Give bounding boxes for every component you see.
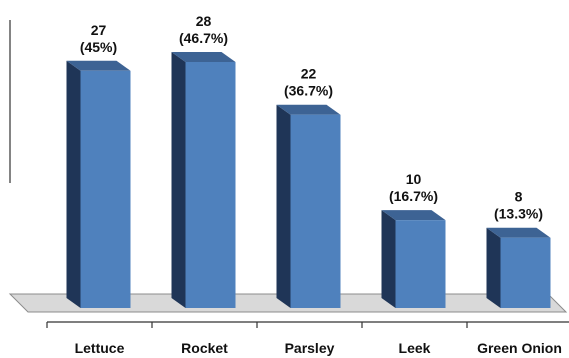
x-tick-label: Leek [399, 340, 431, 356]
bar [66, 60, 131, 309]
bar [171, 52, 236, 308]
data-label-value: 27 [91, 22, 107, 38]
bar [276, 104, 341, 308]
bar-top-face [66, 60, 131, 71]
x-tick-label: Lettuce [75, 340, 125, 356]
data-label-percent: (36.7%) [284, 83, 333, 99]
bar-front-face [395, 220, 446, 308]
bar-side-face [66, 60, 81, 309]
bar-side-face [276, 104, 291, 308]
labels-group: 27(45%) Lettuce 28(46.7%) Rocket 22(36.7%) Pa… [75, 13, 562, 356]
data-label-percent: (46.7%) [179, 30, 228, 46]
bars-group [66, 52, 551, 309]
bar-front-face [500, 237, 551, 308]
data-label-percent: (45%) [80, 39, 117, 55]
data-label-value: 10 [406, 171, 422, 187]
x-tick-label: Rocket [181, 340, 228, 356]
bar-front-face [185, 62, 236, 308]
bar-front-face [80, 70, 131, 309]
bar-side-face [486, 227, 501, 308]
data-label-percent: (16.7%) [389, 188, 438, 204]
data-label-value: 28 [196, 13, 212, 29]
bar-front-face [290, 114, 341, 308]
bar-top-face [381, 210, 446, 221]
x-tick-label: Parsley [285, 340, 335, 356]
bar-side-face [381, 210, 396, 308]
data-label-value: 22 [301, 66, 317, 82]
bar [486, 227, 551, 308]
bar-top-face [276, 104, 341, 115]
bar [381, 210, 446, 308]
bar-top-face [486, 227, 551, 238]
data-label-percent: (13.3%) [494, 206, 543, 222]
x-axis-ticks [46, 322, 468, 328]
bar-side-face [171, 52, 186, 308]
data-label-value: 8 [515, 189, 523, 205]
bar-top-face [171, 52, 236, 62]
x-tick-label: Green Onion [477, 340, 562, 356]
